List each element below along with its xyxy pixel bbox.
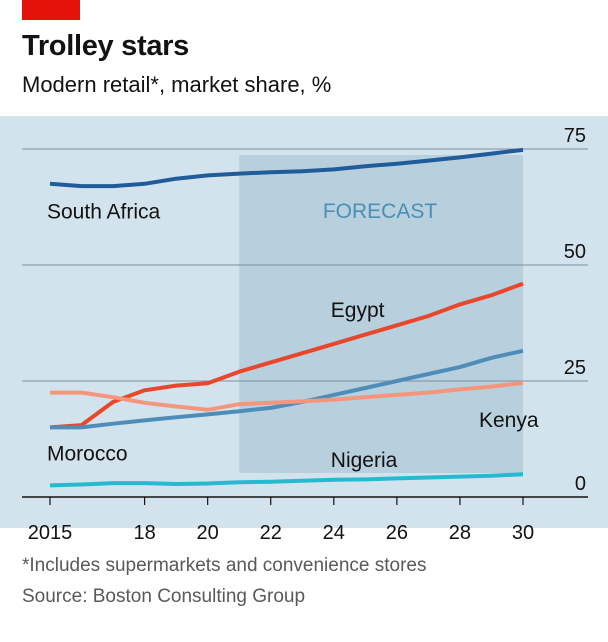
- series-label-nigeria: Nigeria: [331, 449, 398, 472]
- forecast-label: FORECAST: [323, 200, 438, 223]
- series-label-egypt: Egypt: [331, 299, 385, 322]
- chart-source: Source: Boston Consulting Group: [22, 586, 306, 607]
- chart-footnote: *Includes supermarkets and convenience s…: [22, 555, 427, 576]
- chart-title: Trolley stars: [22, 30, 189, 62]
- x-tick-label: 26: [386, 522, 408, 544]
- y-tick-label: 75: [564, 125, 586, 147]
- y-tick-label: 25: [564, 357, 586, 379]
- forecast-band: [239, 155, 523, 473]
- x-tick-label: 20: [197, 522, 219, 544]
- y-tick-label: 0: [575, 473, 586, 495]
- series-line-egypt: [49, 281, 524, 430]
- series-label-kenya: Kenya: [479, 409, 539, 432]
- brand-tag: [22, 0, 80, 20]
- chart-subtitle: Modern retail*, market share, %: [22, 72, 332, 97]
- series-line-kenya: [50, 380, 524, 412]
- series-label-south-africa: South Africa: [47, 201, 161, 224]
- series-line-nigeria: [49, 472, 524, 488]
- series-label-morocco: Morocco: [47, 442, 128, 465]
- x-tick-label: 30: [512, 522, 534, 544]
- x-tick-label: 24: [323, 522, 345, 544]
- x-tick-label: 22: [260, 522, 282, 544]
- x-tick-label: 28: [449, 522, 471, 544]
- y-tick-label: 50: [564, 241, 586, 263]
- x-tick-label: 18: [133, 522, 155, 544]
- x-tick-label: 2015: [28, 522, 73, 544]
- series-line-south-africa: [49, 147, 524, 189]
- series-line-morocco: [50, 348, 524, 430]
